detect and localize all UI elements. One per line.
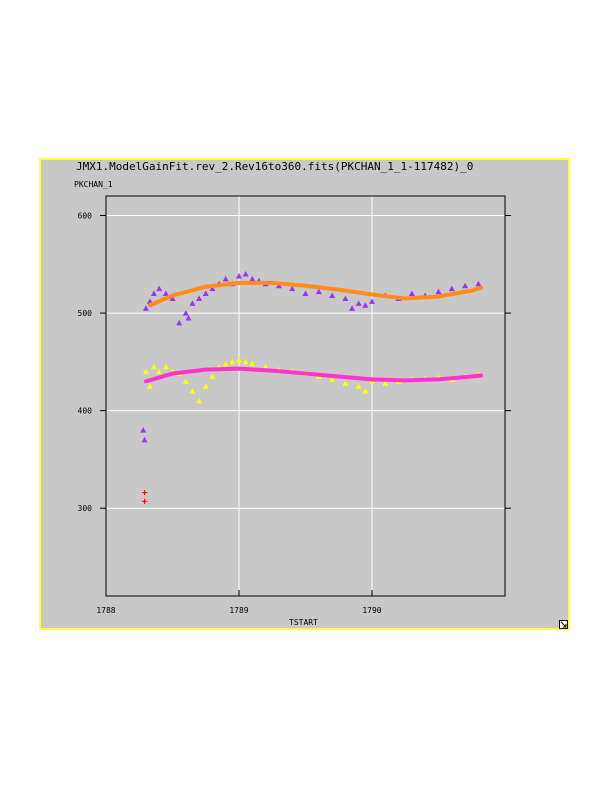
x-tick-label: 1789 — [229, 606, 248, 615]
data-point — [185, 314, 192, 321]
data-point — [249, 360, 256, 367]
data-point — [142, 368, 149, 375]
x-tick-label: 1790 — [362, 606, 381, 615]
data-point — [189, 388, 196, 394]
data-point — [475, 280, 482, 287]
data-point — [196, 397, 203, 404]
data-point — [342, 295, 349, 301]
data-point — [209, 373, 216, 379]
data-point — [182, 310, 189, 316]
data-point — [176, 319, 183, 326]
y-tick-label: 500 — [78, 309, 93, 318]
chart-title: JMX1.ModelGainFit.rev_2.Rev16to360.fits(… — [76, 160, 474, 173]
data-point — [249, 275, 256, 282]
data-point — [289, 285, 296, 292]
data-point — [302, 290, 309, 297]
data-point — [342, 380, 349, 386]
plot-window — [39, 158, 570, 630]
resize-icon[interactable] — [559, 620, 568, 629]
series-4 — [143, 366, 484, 384]
plot-area — [105, 195, 506, 597]
fit-line — [147, 280, 484, 308]
data-point — [189, 300, 196, 306]
fit-line — [143, 366, 484, 384]
data-point — [242, 358, 249, 365]
data-point — [222, 360, 229, 367]
data-point — [236, 356, 242, 363]
data-point — [162, 363, 169, 370]
data-point — [141, 436, 148, 443]
data-point — [209, 285, 216, 292]
data-point — [448, 285, 455, 292]
data-point — [222, 275, 229, 282]
data-point — [196, 295, 203, 301]
y-tick-label: 300 — [78, 504, 93, 513]
data-point — [150, 290, 157, 297]
data-point — [229, 358, 236, 365]
data-point — [329, 376, 336, 382]
data-point — [162, 290, 169, 297]
data-point — [315, 288, 322, 295]
y-axis-label: PKCHAN_1 — [74, 180, 113, 189]
data-point — [362, 302, 369, 308]
data-point — [142, 498, 148, 504]
data-point — [202, 383, 209, 389]
data-point — [355, 300, 362, 306]
data-point — [242, 271, 249, 277]
y-tick-label: 600 — [78, 212, 93, 221]
series-2 — [142, 490, 148, 504]
data-point — [349, 305, 356, 311]
data-point — [362, 388, 369, 394]
data-layer — [140, 271, 484, 504]
data-point — [146, 383, 153, 389]
data-point — [156, 285, 163, 292]
data-point — [355, 383, 362, 389]
data-point — [275, 282, 282, 289]
data-point — [169, 295, 176, 301]
data-point — [140, 427, 147, 433]
data-point — [435, 288, 442, 295]
data-point — [202, 290, 209, 297]
y-tick-label: 400 — [78, 407, 93, 416]
data-point — [408, 290, 415, 297]
data-point — [156, 368, 163, 375]
x-axis-label: TSTART — [289, 618, 318, 627]
data-point — [382, 380, 389, 386]
data-point — [142, 490, 148, 496]
data-point — [369, 298, 375, 304]
data-point — [329, 292, 336, 299]
series-3 — [147, 280, 484, 308]
data-point — [182, 378, 189, 384]
data-point — [236, 273, 242, 279]
data-point — [142, 305, 149, 311]
data-point — [262, 363, 269, 370]
grid-layer — [106, 196, 505, 596]
ticks-layer: 1788 1789 1790 300 400 500 600 — [78, 212, 511, 615]
x-tick-label: 1788 — [96, 606, 115, 615]
data-point — [462, 282, 469, 289]
data-point — [150, 363, 157, 370]
